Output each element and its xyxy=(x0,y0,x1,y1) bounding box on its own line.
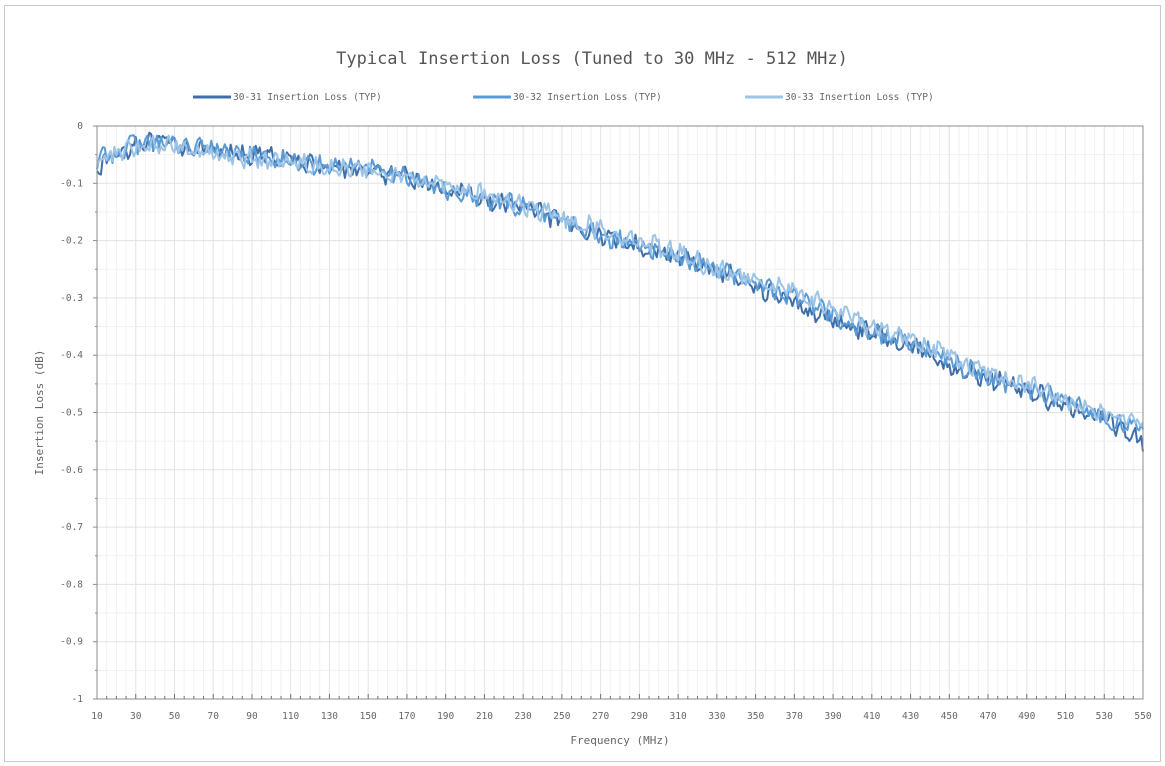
x-tick-label: 470 xyxy=(979,711,996,722)
x-tick-label: 70 xyxy=(207,711,219,722)
y-tick-label: 0 xyxy=(77,121,83,132)
legend-label: 30-31 Insertion Loss (TYP) xyxy=(233,92,382,103)
x-tick-label: 350 xyxy=(747,711,764,722)
legend-label: 30-32 Insertion Loss (TYP) xyxy=(513,92,662,103)
y-tick-label: -0.4 xyxy=(60,350,83,361)
x-tick-label: 130 xyxy=(321,711,338,722)
series-line xyxy=(96,134,1144,434)
x-tick-label: 490 xyxy=(1018,711,1035,722)
grid xyxy=(96,125,1144,700)
y-axis-ticks: 0 -0.1 -0.2 -0.3 -0.4 -0.5 -0.6 -0.7 -0.8 -0.9 -1 xyxy=(60,121,97,705)
legend-item: 30-32 Insertion Loss (TYP) xyxy=(473,92,662,103)
x-tick-label: 510 xyxy=(1057,711,1074,722)
y-tick-label: -0.6 xyxy=(60,465,83,476)
plot-area xyxy=(96,125,1144,700)
legend: 30-31 Insertion Loss (TYP) 30-32 Insertio… xyxy=(193,92,934,103)
x-tick-label: 330 xyxy=(708,711,725,722)
x-tick-label: 210 xyxy=(476,711,493,722)
x-tick-label: 450 xyxy=(941,711,958,722)
y-tick-label: -0.9 xyxy=(60,637,83,648)
x-tick-label: 250 xyxy=(553,711,570,722)
x-tick-label: 10 xyxy=(91,711,103,722)
y-tick-label: -0.1 xyxy=(60,178,83,189)
y-tick-label: -0.5 xyxy=(60,408,83,419)
legend-item: 30-31 Insertion Loss (TYP) xyxy=(193,92,382,103)
legend-item: 30-33 Insertion Loss (TYP) xyxy=(745,92,934,103)
y-tick-label: -0.2 xyxy=(60,236,83,247)
chart-title: Typical Insertion Loss (Tuned to 30 MHz … xyxy=(336,49,848,69)
legend-label: 30-33 Insertion Loss (TYP) xyxy=(785,92,934,103)
x-tick-label: 310 xyxy=(670,711,687,722)
y-axis-label: Insertion Loss (dB) xyxy=(33,350,46,476)
x-tick-label: 430 xyxy=(902,711,919,722)
y-tick-label: -1 xyxy=(72,694,84,705)
y-tick-label: -0.8 xyxy=(60,579,83,590)
y-tick-label: -0.7 xyxy=(60,522,83,533)
x-tick-label: 370 xyxy=(786,711,803,722)
x-axis-ticks: 10 30 50 70 90 110 130 150 170 190 210 230 250 270 290… xyxy=(91,694,1152,722)
x-tick-label: 190 xyxy=(437,711,454,722)
x-tick-label: 110 xyxy=(282,711,299,722)
x-tick-label: 150 xyxy=(360,711,377,722)
x-tick-label: 390 xyxy=(824,711,841,722)
y-tick-label: -0.3 xyxy=(60,293,83,304)
x-tick-label: 290 xyxy=(631,711,648,722)
x-tick-label: 410 xyxy=(863,711,880,722)
series-line xyxy=(96,134,1144,427)
x-tick-label: 170 xyxy=(398,711,415,722)
x-tick-label: 270 xyxy=(592,711,609,722)
x-tick-label: 550 xyxy=(1134,711,1151,722)
x-tick-label: 90 xyxy=(246,711,258,722)
x-tick-label: 530 xyxy=(1096,711,1113,722)
series-lines xyxy=(96,131,1144,452)
x-tick-label: 50 xyxy=(169,711,181,722)
x-tick-label: 230 xyxy=(515,711,532,722)
x-axis-label: Frequency (MHz) xyxy=(570,734,669,747)
x-tick-label: 30 xyxy=(130,711,142,722)
